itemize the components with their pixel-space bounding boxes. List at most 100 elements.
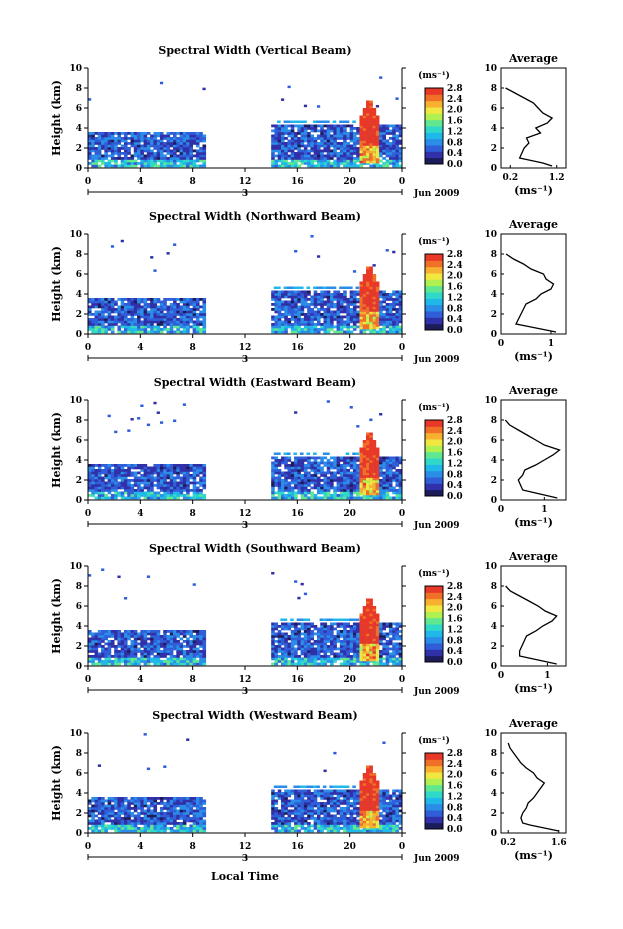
- heatmap-cell: [107, 305, 112, 309]
- heatmap-cell: [375, 316, 380, 320]
- average-profile-line: [505, 87, 554, 167]
- heatmap-cell: [94, 328, 99, 331]
- heatmap-cell: [339, 481, 344, 485]
- heatmap-cell: [182, 298, 187, 301]
- heatmap-cell: [330, 461, 334, 465]
- heatmap-cell: [101, 486, 105, 490]
- heatmap-cell: [300, 469, 305, 472]
- heatmap-cell: [362, 150, 367, 154]
- heatmap-cell: [398, 328, 403, 331]
- heatmap-cell: [379, 154, 383, 158]
- heatmap-cell: [352, 662, 357, 666]
- heatmap-cell: [156, 660, 161, 663]
- heatmap-cell: [186, 655, 190, 658]
- heatmap-cell: [179, 471, 184, 475]
- heatmap-cell: [369, 485, 373, 488]
- heatmap-cell: [336, 652, 341, 656]
- heatmap-cell: [284, 647, 288, 651]
- heatmap-cell: [369, 266, 373, 270]
- heatmap-cell: [395, 489, 400, 492]
- heatmap-cell: [395, 474, 400, 477]
- heatmap-cell: [349, 149, 354, 153]
- heatmap-cell: [388, 305, 393, 309]
- heatmap-cell: [114, 632, 118, 636]
- heatmap-cell: [140, 298, 144, 301]
- heatmap-cell: [395, 318, 400, 321]
- heatmap-cell: [382, 496, 386, 500]
- heatmap-cell: [290, 159, 295, 163]
- heatmap-cell: [333, 315, 337, 319]
- heatmap-cell: [202, 642, 207, 646]
- heatmap-cell: [146, 489, 151, 492]
- heatmap-cell: [379, 293, 383, 296]
- heatmap-cell: [280, 637, 285, 641]
- heatmap-cell: [303, 137, 308, 140]
- heatmap-cell: [369, 314, 373, 317]
- heatmap-cell: [274, 466, 279, 470]
- heatmap-cell: [369, 496, 373, 500]
- heatmap-cell: [123, 149, 128, 153]
- heatmap-cell: [271, 486, 275, 490]
- heatmap-cell: [140, 652, 144, 656]
- heatmap-cell: [114, 300, 118, 304]
- heatmap-cell: [146, 632, 151, 636]
- heatmap-cell: [133, 134, 138, 138]
- heatmap-cell: [159, 635, 164, 638]
- heatmap-cell: [284, 159, 288, 163]
- heatmap-cell: [372, 143, 377, 146]
- heatmap-cell: [294, 164, 298, 168]
- heatmap-cell: [143, 650, 148, 653]
- heatmap-cell: [189, 147, 193, 150]
- heatmap-cell: [173, 323, 177, 326]
- heatmap-cell: [313, 642, 318, 646]
- heatmap-cell: [143, 466, 148, 470]
- heatmap-cell: [372, 264, 376, 267]
- heatmap-cell: [186, 318, 190, 321]
- heatmap-cell: [130, 134, 135, 138]
- heatmap-cell: [101, 479, 105, 482]
- heatmap-cell: [202, 159, 207, 163]
- heatmap-cell: [186, 323, 190, 326]
- heatmap-cell: [297, 632, 301, 636]
- heatmap-cell: [101, 154, 105, 158]
- heatmap-cell: [277, 137, 282, 140]
- heatmap-cell: [336, 496, 341, 500]
- heatmap-cell: [336, 310, 341, 314]
- heatmap-cell: [366, 108, 370, 111]
- heatmap-cell: [199, 650, 203, 653]
- heatmap-cell: [110, 330, 115, 334]
- heatmap-cell: [369, 623, 373, 627]
- heatmap-cell: [303, 293, 308, 296]
- heatmap-cell: [336, 293, 341, 296]
- heatmap-cell: [297, 637, 301, 641]
- heatmap-cell: [392, 298, 396, 301]
- heatmap-cell: [326, 464, 331, 467]
- heatmap-cell: [359, 324, 364, 327]
- heatmap-cell: [123, 164, 128, 168]
- heatmap-cell: [140, 637, 144, 641]
- heatmap-cell: [307, 637, 311, 641]
- colorbar-tick-label: 2.0: [447, 272, 463, 282]
- heatmap-cell: [195, 330, 200, 334]
- heatmap-cell: [316, 476, 321, 480]
- heatmap-cell: [388, 456, 393, 460]
- heatmap-cell: [356, 642, 360, 646]
- heatmap-cell: [300, 622, 305, 626]
- heatmap-cell: [366, 100, 370, 104]
- heatmap-cell: [176, 142, 180, 145]
- heatmap-cell: [137, 320, 141, 324]
- heatmap-cell: [163, 464, 167, 467]
- heatmap-cell: [91, 471, 95, 475]
- heatmap-cell: [366, 291, 370, 295]
- heatmap-cell: [156, 328, 161, 331]
- heatmap-cell: [182, 652, 187, 656]
- heatmap-cell: [156, 484, 161, 487]
- heatmap-cell: [140, 635, 144, 638]
- heatmap-cell: [356, 632, 360, 636]
- heatmap-cell: [163, 481, 167, 485]
- heatmap-cell: [199, 484, 203, 487]
- heatmap-cell: [336, 154, 341, 158]
- heatmap-cell: [293, 286, 298, 289]
- heatmap-cell: [303, 491, 308, 495]
- heatmap-cell: [372, 482, 377, 486]
